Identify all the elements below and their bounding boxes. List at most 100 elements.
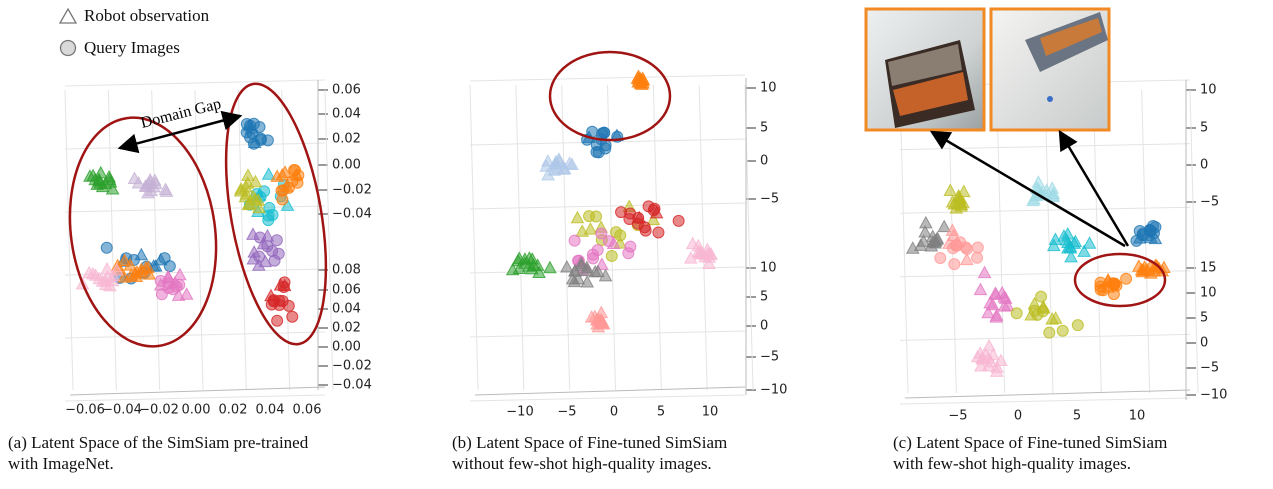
z-tick-label: 0.06	[332, 83, 361, 98]
grid-line	[900, 207, 1190, 213]
point	[1044, 327, 1055, 338]
point	[174, 279, 185, 290]
x-tick-label: 5	[1073, 409, 1081, 424]
grid-line	[65, 80, 325, 86]
point	[625, 241, 636, 252]
z-tick-label: 10	[760, 81, 777, 96]
figure: Domain Gap −0.06−0.04−0.020.000.020.040.…	[0, 0, 1273, 489]
point	[1072, 320, 1083, 331]
z-tick-label: 5	[1200, 121, 1208, 136]
point	[273, 248, 284, 259]
caption: (a) Latent Space of the SimSiam pre-trai…	[8, 432, 308, 474]
point	[673, 215, 684, 226]
grid-line	[108, 90, 116, 390]
x-tick-label: −5	[948, 409, 967, 424]
z-tick-label: 0.02	[332, 132, 361, 147]
point	[591, 211, 602, 222]
thumbnails	[866, 9, 1109, 130]
y-tick-label: 15	[1200, 261, 1217, 276]
x-tick-label: −0.02	[139, 403, 179, 418]
point	[972, 252, 983, 263]
point	[1011, 308, 1022, 319]
y-tick-label: 0.00	[332, 340, 361, 355]
grid-line	[900, 144, 1190, 150]
legend-item: Robot observation	[58, 6, 209, 26]
z-tick-label: −0.04	[332, 207, 372, 222]
z-tick-label: −5	[1200, 195, 1219, 210]
y-tick-label: −10	[1200, 388, 1227, 403]
caption-line: (b) Latent Space of Fine-tuned SimSiam	[452, 432, 727, 453]
circle-icon	[58, 39, 78, 57]
point	[164, 261, 175, 272]
y-tick-label: 0.04	[332, 302, 361, 317]
grid-line	[470, 395, 745, 401]
point	[625, 208, 636, 219]
y-tick-label: −0.04	[332, 378, 372, 393]
point	[653, 227, 664, 238]
y-tick-label: 0.02	[332, 321, 361, 336]
y-tick-label: 10	[1200, 286, 1217, 301]
caption-line: (c) Latent Space of Fine-tuned SimSiam	[893, 432, 1167, 453]
point	[1108, 289, 1119, 300]
point	[944, 184, 956, 195]
axis-line	[905, 390, 1190, 398]
grid-line	[65, 143, 325, 149]
x-tick-label: 0	[1014, 409, 1022, 424]
grid-line	[900, 90, 908, 393]
x-tick-label: 0.00	[182, 403, 211, 418]
grid-line	[1093, 90, 1101, 393]
point	[961, 244, 972, 255]
y-tick-label: 0.06	[332, 283, 361, 298]
x-tick-label: 10	[1129, 409, 1146, 424]
point	[979, 267, 991, 278]
point	[606, 250, 617, 261]
point	[951, 240, 962, 251]
x-tick-label: 10	[702, 405, 719, 420]
point	[961, 254, 973, 265]
point	[591, 147, 602, 158]
point	[1150, 222, 1161, 233]
point	[242, 169, 254, 180]
point	[600, 140, 611, 151]
z-tick-label: 0	[1200, 158, 1208, 173]
axis-line	[70, 387, 325, 395]
z-tick-label: 5	[760, 121, 768, 136]
y-tick-label: −10	[760, 383, 787, 398]
point	[561, 261, 573, 272]
grid-line	[470, 75, 745, 81]
legend-item: Query Images	[58, 38, 180, 58]
y-tick-label: −5	[1200, 361, 1219, 376]
grid-line	[470, 85, 478, 390]
point	[544, 262, 556, 273]
y-tick-label: 5	[1200, 311, 1208, 326]
z-tick-label: 0.04	[332, 107, 361, 122]
y-tick-label: 0.08	[332, 263, 361, 278]
point	[571, 212, 583, 223]
point	[272, 315, 283, 326]
x-tick-label: 5	[657, 405, 665, 420]
point	[1057, 325, 1068, 336]
grid-line	[195, 90, 203, 390]
point	[287, 311, 298, 322]
y-tick-label: −5	[760, 350, 779, 365]
point	[588, 253, 599, 264]
point	[611, 227, 622, 238]
axis-line	[475, 387, 745, 395]
plots: Domain Gap −0.06−0.04−0.020.000.020.040.…	[0, 0, 1273, 489]
z-tick-label: −5	[760, 192, 779, 207]
legend-label: Query Images	[84, 38, 180, 58]
grid-line	[65, 395, 325, 401]
legend-label: Robot observation	[84, 6, 209, 26]
point	[640, 225, 651, 236]
point	[1121, 273, 1132, 284]
point	[262, 241, 273, 252]
y-tick-label: 10	[760, 261, 777, 276]
z-tick-label: 0	[760, 154, 768, 169]
z-tick-label: 0.00	[332, 158, 361, 173]
point	[101, 263, 113, 274]
triangle-icon	[58, 7, 78, 25]
point	[1036, 291, 1047, 302]
x-tick-label: −10	[506, 405, 533, 420]
x-tick-label: −0.04	[102, 403, 142, 418]
